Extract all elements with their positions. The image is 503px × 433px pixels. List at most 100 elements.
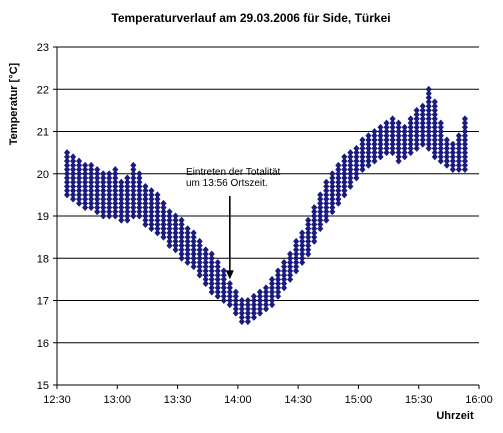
- data-point: [389, 119, 396, 127]
- data-point: [341, 161, 348, 169]
- data-point: [136, 203, 143, 212]
- data-point: [323, 187, 330, 195]
- data-point: [148, 212, 155, 220]
- data-point: [202, 271, 209, 279]
- data-point: [365, 144, 372, 152]
- data-point: [353, 174, 360, 182]
- data-point: [347, 157, 354, 165]
- data-point: [305, 237, 312, 245]
- data-point: [317, 225, 324, 233]
- data-point: [196, 263, 203, 271]
- data-point: [208, 280, 215, 288]
- data-point: [106, 174, 113, 182]
- data-point: [124, 182, 131, 191]
- data-point: [118, 195, 125, 203]
- data-point: [461, 132, 469, 140]
- data-point: [431, 98, 438, 106]
- data-point: [75, 170, 83, 178]
- data-point: [335, 182, 342, 191]
- data-point: [347, 149, 354, 157]
- data-point: [455, 153, 463, 161]
- data-point: [130, 182, 137, 191]
- data-point: [190, 250, 197, 258]
- y-tick-label: 22: [37, 84, 49, 96]
- data-points: [63, 85, 469, 326]
- data-point: [190, 263, 197, 271]
- data-point: [88, 182, 95, 191]
- data-point: [136, 191, 143, 199]
- data-point: [112, 165, 119, 174]
- data-point: [407, 115, 414, 123]
- data-point: [299, 233, 306, 241]
- y-tick-label: 20: [37, 169, 49, 181]
- data-point: [136, 187, 143, 195]
- data-point: [202, 267, 209, 275]
- data-point: [299, 254, 306, 262]
- data-point: [88, 187, 95, 195]
- data-point: [160, 216, 167, 224]
- data-point: [262, 284, 270, 292]
- data-point: [419, 106, 426, 114]
- data-point: [244, 313, 252, 321]
- data-point: [256, 288, 264, 296]
- data-point: [154, 220, 161, 229]
- data-point: [100, 203, 107, 212]
- data-point: [443, 157, 450, 165]
- data-point: [88, 165, 95, 174]
- data-point: [419, 140, 426, 148]
- data-point: [142, 187, 149, 195]
- data-point: [130, 161, 137, 169]
- data-point: [94, 195, 101, 203]
- data-point: [130, 178, 137, 186]
- data-point: [335, 195, 342, 203]
- data-point: [112, 195, 119, 203]
- data-point: [63, 157, 71, 165]
- data-point: [443, 144, 450, 152]
- data-point: [280, 280, 288, 288]
- data-point: [305, 216, 312, 224]
- data-point: [82, 187, 89, 195]
- data-point: [100, 199, 107, 207]
- data-point: [419, 115, 426, 123]
- data-point: [461, 144, 469, 152]
- data-point: [154, 195, 161, 203]
- data-point: [69, 170, 77, 178]
- data-point: [274, 280, 282, 288]
- data-point: [214, 271, 221, 279]
- annotation-line-1: Eintreten der Totalität: [186, 167, 281, 178]
- data-point: [160, 212, 167, 220]
- data-point: [136, 170, 143, 178]
- data-point: [353, 149, 360, 157]
- data-point: [437, 123, 444, 131]
- data-point: [63, 153, 71, 161]
- data-point: [365, 140, 372, 148]
- data-point: [443, 136, 450, 144]
- data-point: [293, 246, 300, 254]
- data-point: [190, 258, 197, 267]
- data-point: [443, 153, 450, 161]
- data-point: [449, 161, 457, 169]
- y-tick-labels: 15 16 17 18 19 20 21 22 23: [37, 42, 49, 392]
- data-point: [214, 258, 221, 267]
- data-point: [160, 208, 167, 216]
- data-point: [293, 267, 300, 275]
- data-point: [63, 149, 71, 157]
- data-point: [136, 212, 143, 220]
- data-point: [118, 203, 125, 212]
- data-point: [160, 233, 167, 241]
- data-point: [136, 208, 143, 216]
- data-point: [371, 136, 378, 144]
- data-point: [323, 212, 330, 220]
- data-point: [100, 195, 107, 203]
- x-tick-label: 13:00: [104, 394, 132, 406]
- data-point: [160, 199, 167, 207]
- data-point: [425, 85, 432, 93]
- data-point: [178, 229, 185, 237]
- data-point: [208, 288, 215, 296]
- data-point: [112, 191, 119, 199]
- data-point: [136, 199, 143, 207]
- data-point: [238, 305, 246, 313]
- data-point: [353, 170, 360, 178]
- data-point: [82, 178, 89, 186]
